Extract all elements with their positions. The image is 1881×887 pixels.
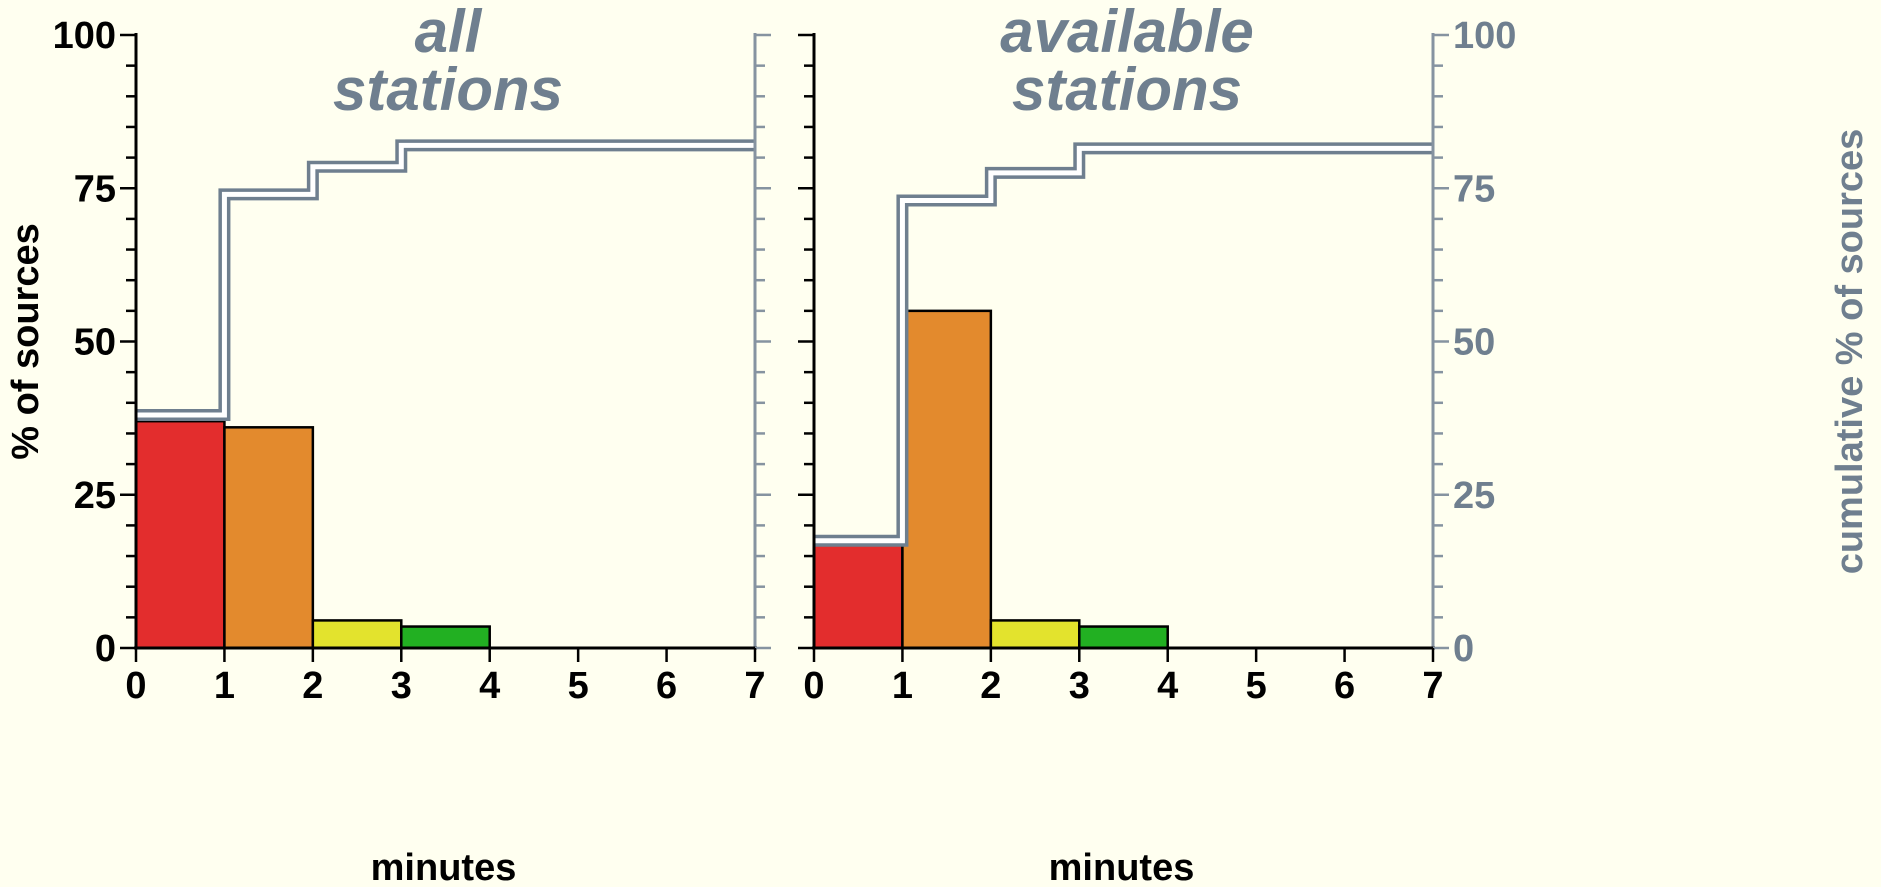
x-tick-label: 0 xyxy=(803,665,824,707)
x-tick-label: 1 xyxy=(214,665,235,707)
cumulative-line-outline xyxy=(814,142,1433,547)
left-y-tick-label: 0 xyxy=(95,628,116,670)
cumulative-line-outline xyxy=(136,139,755,422)
cumulative-line xyxy=(136,142,755,418)
x-axis-title: minutes xyxy=(1049,847,1195,887)
histogram-bar-3 xyxy=(989,619,1081,650)
x-tick-label: 7 xyxy=(1422,665,1443,707)
x-tick-label: 3 xyxy=(391,665,412,707)
y-axis-title: % of sources xyxy=(5,223,47,460)
x-tick-label: 4 xyxy=(1157,665,1178,707)
left-y-tick-label: 100 xyxy=(53,15,116,57)
x-axis-title: minutes xyxy=(371,847,517,887)
x-tick-label: 6 xyxy=(656,665,677,707)
x-tick-label: 6 xyxy=(1334,665,1355,707)
histogram-bar-2 xyxy=(223,426,315,650)
histogram-bar-1 xyxy=(812,542,904,650)
panel-title-line-1: available xyxy=(1000,0,1254,65)
panel-1: 0 25 50 75 100 0 1 2 3 4 5 6 7 minutes % of sources all… xyxy=(5,0,771,887)
histogram-bar-4 xyxy=(1078,625,1169,650)
right-y-tick-label: 100 xyxy=(1453,15,1516,57)
panel-2: 0 25 50 75 100 0 1 2 3 4 5 6 7 minutes cumulative % of… xyxy=(798,0,1871,887)
y2-axis-title: cumulative % of sources xyxy=(1829,129,1871,575)
right-y-tick-label: 0 xyxy=(1453,628,1474,670)
right-y-tick-label: 50 xyxy=(1453,322,1495,364)
x-tick-label: 0 xyxy=(125,665,146,707)
x-tick-label: 3 xyxy=(1069,665,1090,707)
x-tick-label: 4 xyxy=(479,665,500,707)
cumulative-line xyxy=(814,145,1433,544)
left-y-tick-label: 25 xyxy=(74,475,116,517)
x-tick-label: 5 xyxy=(1246,665,1267,707)
left-y-tick-label: 50 xyxy=(74,322,116,364)
x-tick-label: 2 xyxy=(302,665,323,707)
x-tick-label: 7 xyxy=(744,665,765,707)
x-tick-label: 2 xyxy=(980,665,1001,707)
right-y-tick-label: 25 xyxy=(1453,475,1495,517)
x-tick-label: 5 xyxy=(568,665,589,707)
x-tick-label: 1 xyxy=(892,665,913,707)
histogram-bar-1 xyxy=(134,419,226,650)
histogram-bar-3 xyxy=(311,619,403,650)
right-y-tick-label: 75 xyxy=(1453,168,1495,210)
panel-title-line-1: all xyxy=(415,0,483,65)
left-y-tick-label: 75 xyxy=(74,168,116,210)
panel-title-line-2: stations xyxy=(333,56,563,123)
histogram-bar-4 xyxy=(400,625,491,650)
histogram-bar-2 xyxy=(901,309,993,650)
panel-title-line-2: stations xyxy=(1012,56,1242,123)
